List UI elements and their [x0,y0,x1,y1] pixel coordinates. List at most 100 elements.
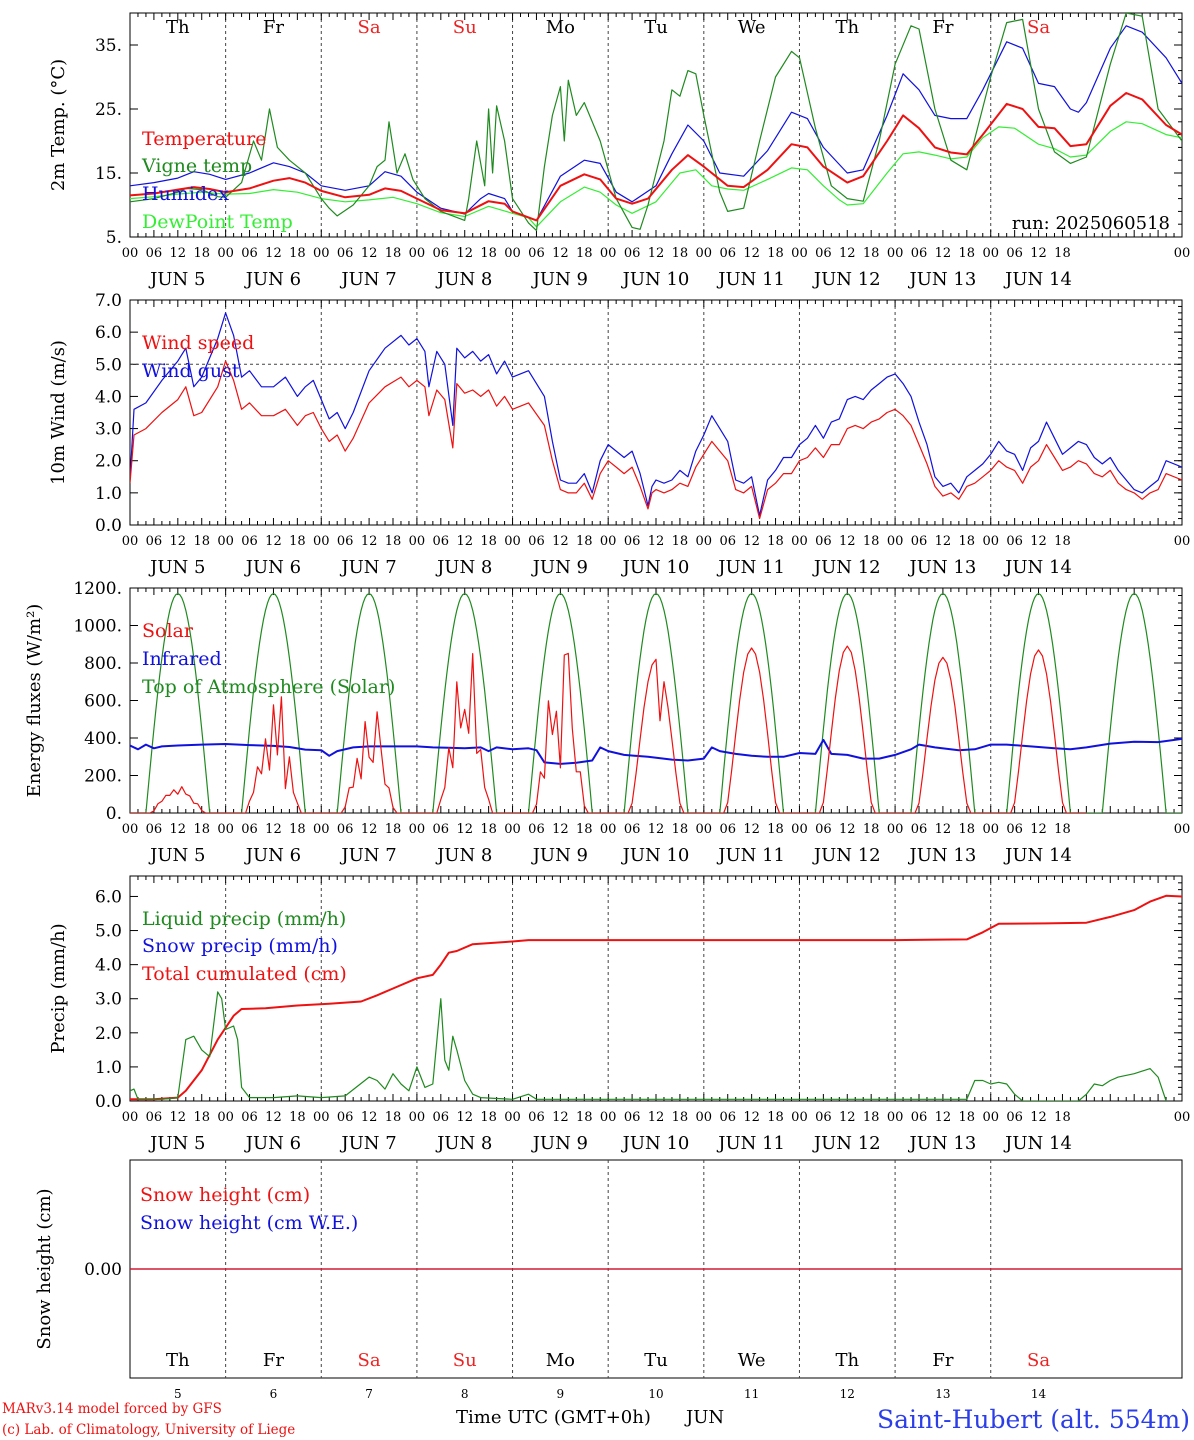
legend-dewpoint-temp: DewPoint Temp [142,211,293,233]
hour-label: 06 [624,534,641,549]
date-label: JUN 7 [339,1133,396,1154]
hour-label: 12 [456,1110,473,1125]
hour-label: 06 [433,822,450,837]
hour-label: 00 [313,534,330,549]
legend-top-of-atmosphere-solar: Top of Atmosphere (Solar) [142,676,395,698]
model-credit-line1: MARv3.14 model forced by GFS [2,1401,222,1417]
panel-1: 5. 15. 25. 35. 2m Temp. (°C) Th Fr Sa Su Mo Tu We Th… [48,12,1190,290]
weekday-label: Sa [358,17,381,38]
series-wind-speed [130,360,1182,520]
hour-label: 12 [265,822,282,837]
hour-label: 18 [863,822,880,837]
date-label: JUN 13 [908,557,977,578]
hour-label: 00 [791,534,808,549]
y-tick-label: 7.0 [95,291,122,311]
y-tick-label: 6.0 [95,887,122,907]
weekday-label: We [738,17,766,38]
weekday-label: Fr [263,17,284,38]
date-label: JUN 13 [908,845,977,866]
date-label: 9 [557,1387,565,1401]
hour-label: 00 [791,822,808,837]
hour-label: 12 [839,1110,856,1125]
legend-liquid-precip-mm-h: Liquid precip (mm/h) [142,908,346,930]
hour-label: 00 [122,246,139,261]
hour-label: 12 [1030,1110,1047,1125]
hour-label: 00 [982,1110,999,1125]
legend-temperature: Temperature [142,128,266,150]
y-tick-label: 15. [95,164,122,184]
series-wind-gust [130,312,1182,517]
date-label: JUN 14 [1003,269,1072,290]
hour-label: 18 [1054,1110,1071,1125]
hour-label: 06 [911,246,928,261]
hour-label: 06 [815,534,832,549]
legend-snow-precip-mm-h: Snow precip (mm/h) [142,935,338,957]
date-label: 11 [744,1387,759,1401]
date-label: 6 [270,1387,278,1401]
y-tick-label: 0.0 [95,516,122,536]
hour-label: 06 [911,534,928,549]
hour-label: 18 [193,534,210,549]
hour-label: 06 [815,822,832,837]
hour-label: 00 [600,1110,617,1125]
series-dewpoint-temp [130,121,1182,228]
hour-label: 06 [433,246,450,261]
y-tick-label: 3.0 [95,420,122,440]
hour-label: 06 [815,246,832,261]
date-label: JUN 9 [531,557,588,578]
hour-label: 12 [839,534,856,549]
hour-label: 06 [911,822,928,837]
date-label: JUN 12 [812,1133,881,1154]
series-solar [130,645,1087,813]
time-axis-month: JUN [684,1407,724,1428]
date-label: 7 [365,1387,373,1401]
y-axis-label: Energy fluxes (W/m²) [24,604,45,798]
hour-label: 00 [122,1110,139,1125]
hour-label: 00 [217,1110,234,1125]
hour-label: 12 [935,822,952,837]
date-label: JUN 8 [435,1133,492,1154]
hour-label: 00 [887,822,904,837]
hour-label: 18 [863,1110,880,1125]
hour-label: 12 [456,534,473,549]
date-label: 8 [461,1387,469,1401]
hour-label: 00 [409,1110,426,1125]
hour-label: 12 [552,534,569,549]
panel-5: 0.00 Snow height (cm) Th Fr Sa Su Mo Tu We Th Fr Sa… [34,1159,1183,1401]
date-label: JUN 10 [621,269,690,290]
date-label: JUN 10 [621,1133,690,1154]
hour-label: 00 [504,246,521,261]
hour-label: 18 [385,822,402,837]
hour-label: 18 [480,246,497,261]
date-label: 5 [174,1387,182,1401]
y-tick-label: 5.0 [95,922,122,942]
y-tick-label: 800. [84,654,122,674]
hour-label: 06 [146,246,163,261]
date-label: 13 [935,1387,950,1401]
y-tick-label: 0. [106,804,122,824]
date-label: JUN 14 [1003,845,1072,866]
hour-label: 18 [672,534,689,549]
legend-solar: Solar [142,620,194,642]
hour-label: 18 [289,1110,306,1125]
series-humidex [130,25,1182,221]
hour-label: 00 [791,1110,808,1125]
date-label: JUN 10 [621,845,690,866]
date-label: JUN 6 [244,557,301,578]
y-tick-label: 25. [95,100,122,120]
hour-label: 06 [337,246,354,261]
panel-frame [129,587,1183,814]
date-label: JUN 7 [339,845,396,866]
hour-label: 18 [385,246,402,261]
series-vigne-temp [130,13,1182,232]
hour-label: 18 [959,534,976,549]
hour-label: 12 [456,822,473,837]
legend-snow-height-cm: Snow height (cm) [140,1184,310,1206]
hour-label: 18 [767,1110,784,1125]
hour-label: 18 [385,534,402,549]
hour-label: 18 [576,1110,593,1125]
y-tick-label: 2.0 [95,452,122,472]
hour-label: 06 [337,534,354,549]
hour-label: 06 [1006,822,1023,837]
hour-label: 18 [193,822,210,837]
